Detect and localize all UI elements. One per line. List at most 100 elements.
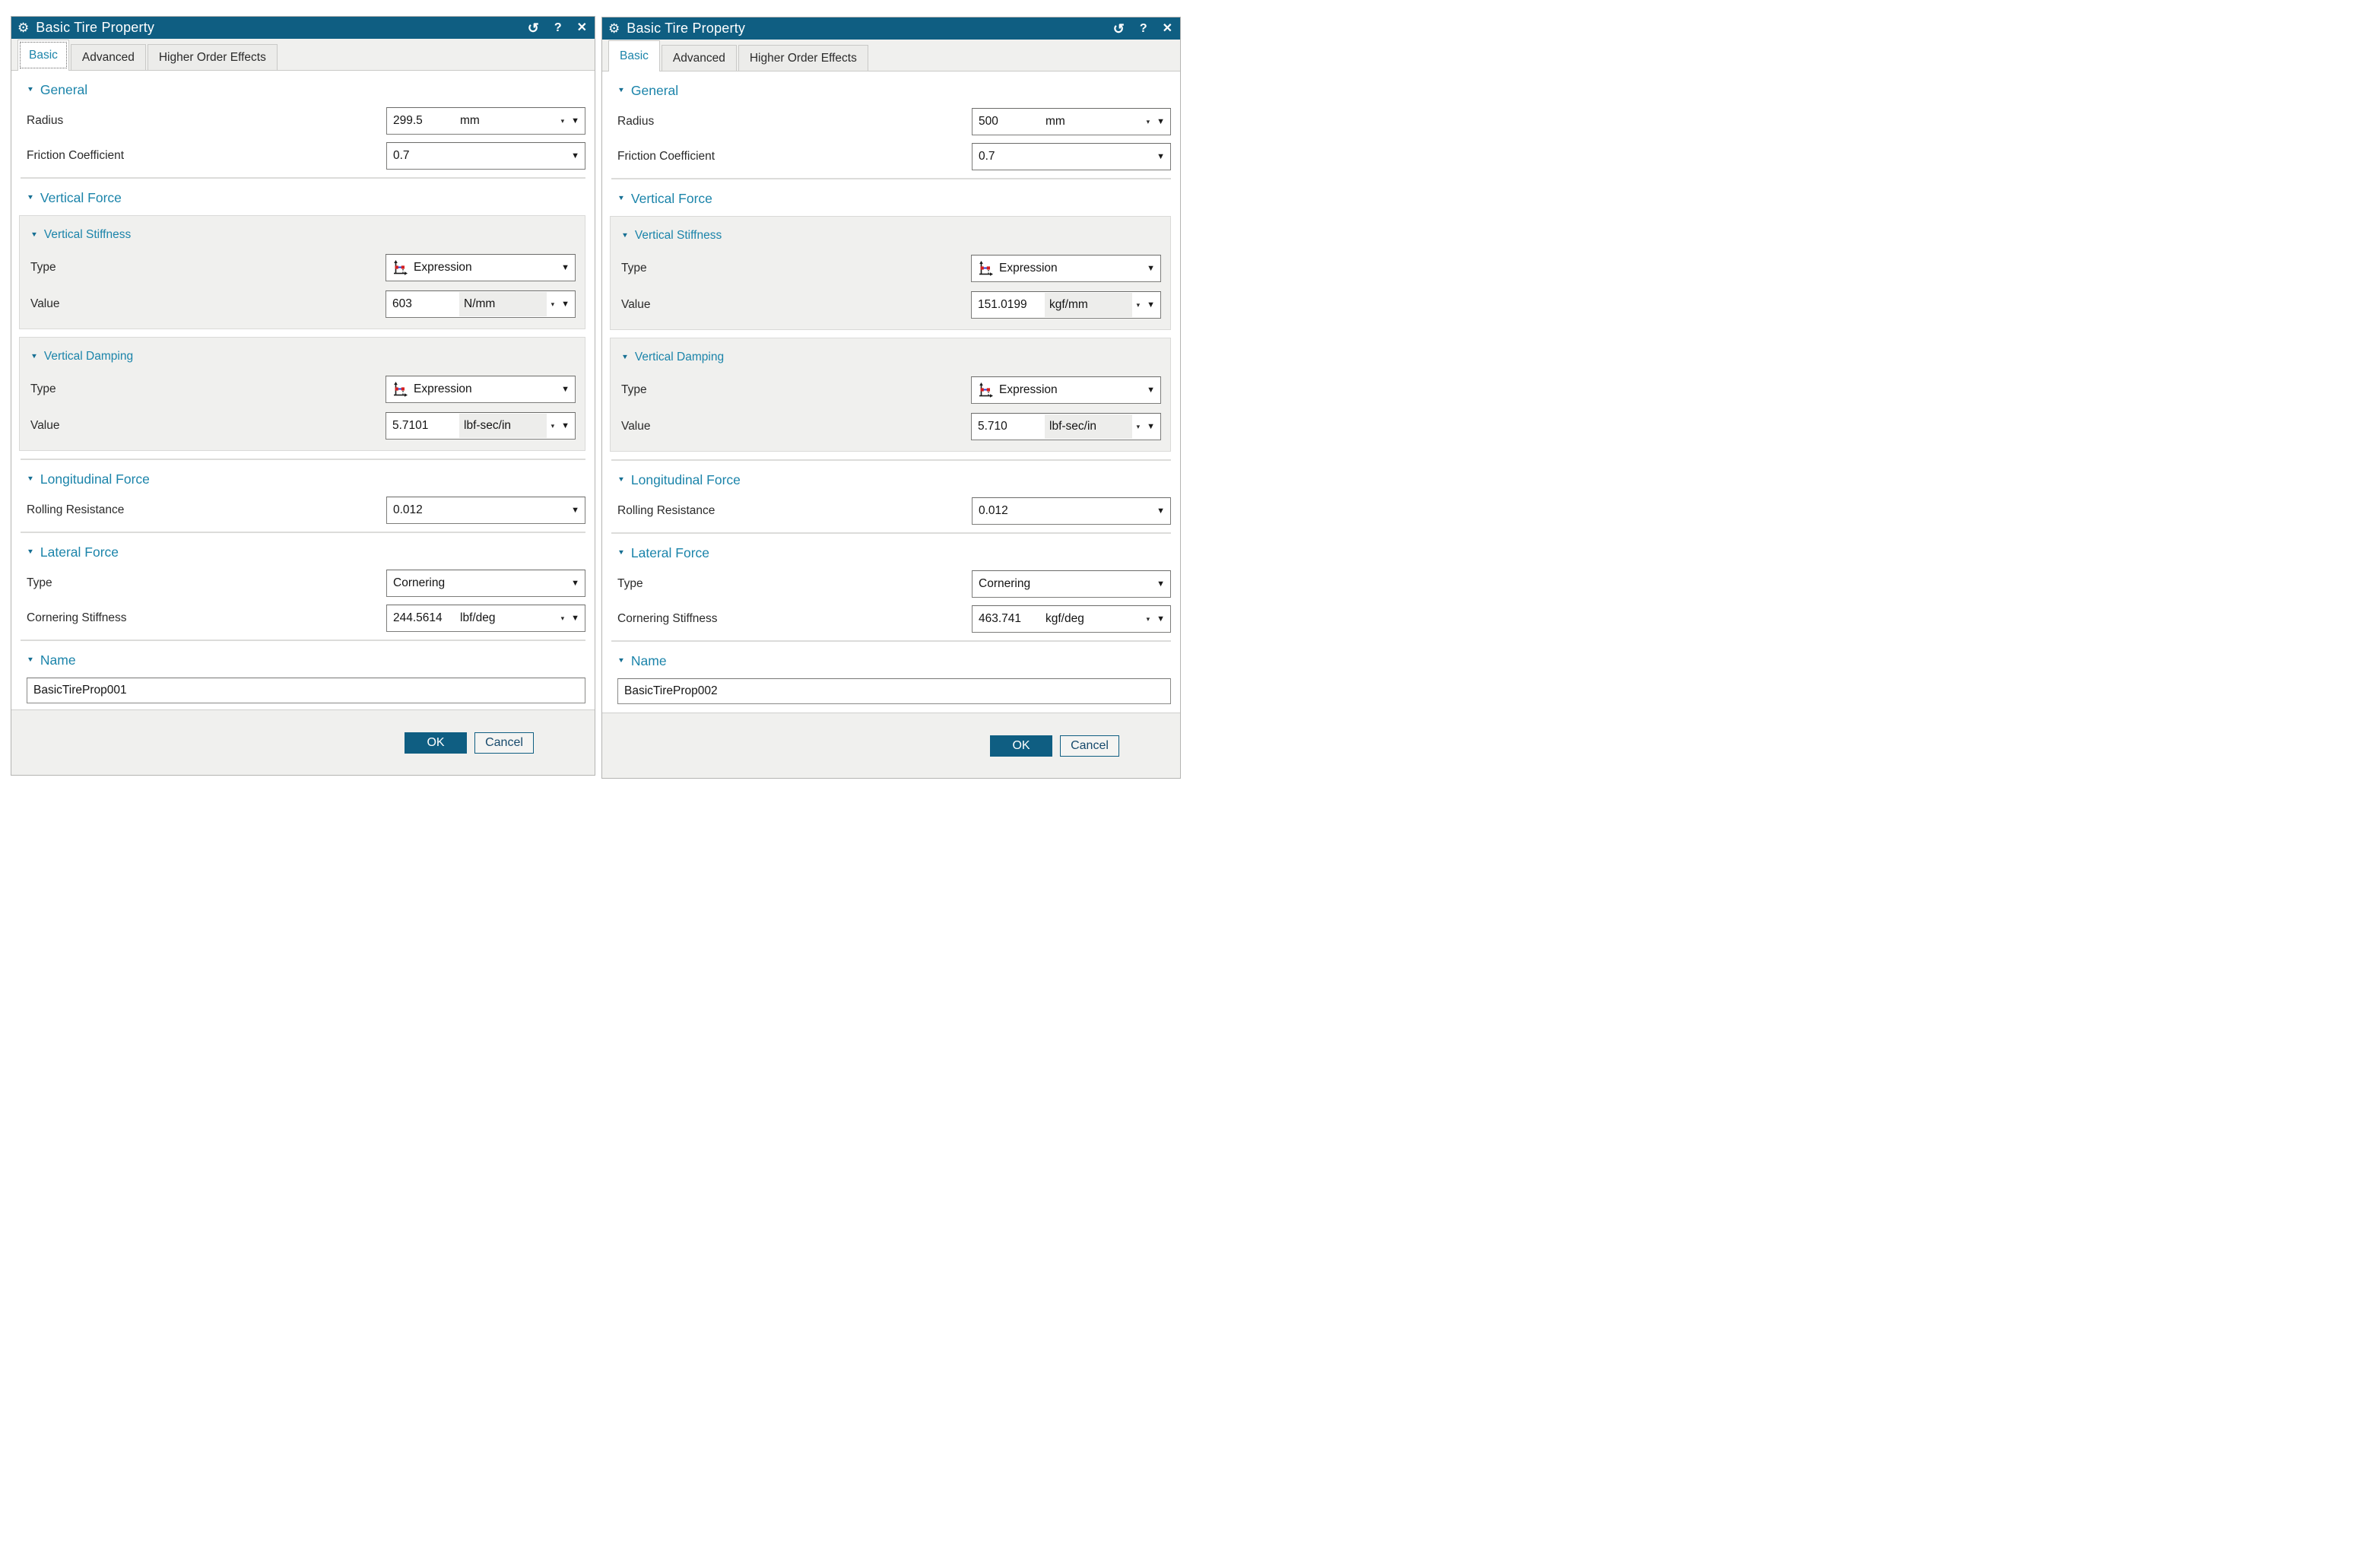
section-header-name[interactable]: ▼ Name <box>617 651 1171 671</box>
unit-dropdown-icon[interactable]: ▾ <box>560 116 565 125</box>
group-header-vertical-damping[interactable]: ▼ Vertical Damping <box>30 347 576 367</box>
dropdown-icon[interactable]: ▼ <box>571 116 579 125</box>
vs-value-field[interactable]: 151.0199 kgf/mm ▾ ▼ <box>971 291 1161 319</box>
dropdown-icon[interactable]: ▼ <box>1157 579 1165 589</box>
cancel-button[interactable]: Cancel <box>474 732 534 754</box>
section-header-general[interactable]: ▼ General <box>617 81 1171 100</box>
vs-unit: N/mm <box>459 292 547 316</box>
reset-icon[interactable]: ↺ <box>1112 21 1125 37</box>
section-header-general[interactable]: ▼ General <box>27 80 585 100</box>
tab-basic[interactable]: Basic <box>17 40 69 71</box>
radius-unit: mm <box>460 114 480 127</box>
basic-tire-property-dialog-2: ⚙ Basic Tire Property ↺ ? ✕ Basic Advanc… <box>601 17 1181 779</box>
vd-value-row: Value 5.7101 lbf-sec/in ▾ ▼ <box>30 412 576 440</box>
dropdown-icon[interactable]: ▼ <box>571 614 579 623</box>
group-header-vertical-stiffness[interactable]: ▼ Vertical Stiffness <box>30 225 576 245</box>
lateral-type-dropdown[interactable]: Cornering ▼ <box>386 570 585 597</box>
section-header-lateral-force[interactable]: ▼ Lateral Force <box>617 543 1171 563</box>
section-title: Longitudinal Force <box>40 471 150 487</box>
tab-basic[interactable]: Basic <box>608 40 660 71</box>
dropdown-icon[interactable]: ▼ <box>1157 117 1165 126</box>
dropdown-icon[interactable]: ▼ <box>1157 152 1165 161</box>
cancel-button[interactable]: Cancel <box>1060 735 1119 757</box>
dialog-titlebar[interactable]: ⚙ Basic Tire Property ↺ ? ✕ <box>11 17 595 39</box>
ok-button[interactable]: OK <box>990 735 1052 757</box>
vd-type-dropdown[interactable]: Expression ▼ <box>971 376 1161 404</box>
vs-value-field[interactable]: 603 N/mm ▾ ▼ <box>386 290 576 318</box>
tab-advanced[interactable]: Advanced <box>70 44 146 70</box>
lateral-type-dropdown[interactable]: Cornering ▼ <box>972 570 1171 598</box>
section-header-vertical-force[interactable]: ▼ Vertical Force <box>27 188 585 208</box>
section-header-longitudinal-force[interactable]: ▼ Longitudinal Force <box>617 470 1171 490</box>
unit-dropdown-icon[interactable]: ▾ <box>551 300 555 308</box>
radius-field[interactable]: 299.5 mm ▾ ▼ <box>386 107 585 135</box>
lateral-type-value: Cornering <box>393 576 446 589</box>
name-input[interactable] <box>617 678 1171 704</box>
unit-dropdown-icon[interactable]: ▾ <box>1136 422 1141 430</box>
section-header-lateral-force[interactable]: ▼ Lateral Force <box>27 542 585 562</box>
unit-dropdown-icon[interactable]: ▾ <box>1146 117 1150 125</box>
help-icon[interactable]: ? <box>1139 21 1147 35</box>
vs-value-row: Value 603 N/mm ▾ ▼ <box>30 290 576 318</box>
group-header-vertical-stiffness[interactable]: ▼ Vertical Stiffness <box>621 226 1161 246</box>
collapse-arrow-icon: ▼ <box>621 353 629 361</box>
friction-row: Friction Coefficient 0.7 ▼ <box>27 142 585 170</box>
dropdown-icon[interactable]: ▼ <box>1147 386 1155 395</box>
vd-value-field[interactable]: 5.710 lbf-sec/in ▾ ▼ <box>971 413 1161 440</box>
vs-type-dropdown[interactable]: Expression ▼ <box>971 255 1161 282</box>
section-header-vertical-force[interactable]: ▼ Vertical Force <box>617 189 1171 208</box>
unit-dropdown-icon[interactable]: ▾ <box>1146 614 1150 623</box>
section-title: Vertical Force <box>630 190 712 206</box>
dropdown-icon[interactable]: ▼ <box>571 579 579 588</box>
dialog-titlebar[interactable]: ⚙ Basic Tire Property ↺ ? ✕ <box>602 17 1180 40</box>
cornering-stiffness-unit: lbf/deg <box>460 611 496 624</box>
dropdown-icon[interactable]: ▼ <box>571 506 579 515</box>
dropdown-icon[interactable]: ▼ <box>1157 614 1165 624</box>
dropdown-icon[interactable]: ▼ <box>1147 422 1155 431</box>
vd-value-field[interactable]: 5.7101 lbf-sec/in ▾ ▼ <box>386 412 576 440</box>
dropdown-icon[interactable]: ▼ <box>1147 300 1155 309</box>
radius-value: 299.5 <box>393 114 423 127</box>
dropdown-icon[interactable]: ▼ <box>561 263 570 272</box>
tab-advanced[interactable]: Advanced <box>661 45 737 71</box>
rolling-resistance-field[interactable]: 0.012 ▼ <box>386 497 585 524</box>
section-separator <box>611 640 1171 642</box>
dropdown-icon[interactable]: ▼ <box>1157 506 1165 516</box>
friction-field[interactable]: 0.7 ▼ <box>386 142 585 170</box>
close-icon[interactable]: ✕ <box>576 21 587 34</box>
dropdown-icon[interactable]: ▼ <box>561 300 570 309</box>
cornering-stiffness-unit: kgf/deg <box>1045 612 1084 625</box>
dropdown-icon[interactable]: ▼ <box>1147 264 1155 273</box>
section-header-name[interactable]: ▼ Name <box>27 650 585 670</box>
unit-dropdown-icon[interactable]: ▾ <box>551 421 555 430</box>
name-input[interactable] <box>27 678 585 703</box>
friction-field[interactable]: 0.7 ▼ <box>972 143 1171 170</box>
vd-type-dropdown[interactable]: Expression ▼ <box>386 376 576 403</box>
tab-higher-order-effects[interactable]: Higher Order Effects <box>147 44 278 70</box>
group-header-vertical-damping[interactable]: ▼ Vertical Damping <box>621 348 1161 367</box>
section-separator <box>611 459 1171 461</box>
rolling-resistance-field[interactable]: 0.012 ▼ <box>972 497 1171 525</box>
cornering-stiffness-field[interactable]: 244.5614 lbf/deg ▾ ▼ <box>386 605 585 632</box>
tab-higher-order-effects[interactable]: Higher Order Effects <box>738 45 868 71</box>
lateral-type-value: Cornering <box>979 577 1031 590</box>
close-icon[interactable]: ✕ <box>1162 21 1172 35</box>
ok-button[interactable]: OK <box>405 732 467 754</box>
section-title: General <box>40 81 88 97</box>
help-icon[interactable]: ? <box>554 21 562 34</box>
unit-dropdown-icon[interactable]: ▾ <box>1136 300 1141 309</box>
type-label: Type <box>621 262 647 275</box>
unit-dropdown-icon[interactable]: ▾ <box>560 614 565 622</box>
reset-icon[interactable]: ↺ <box>527 20 539 36</box>
dropdown-icon[interactable]: ▼ <box>561 421 570 430</box>
vd-type-value: Expression <box>414 382 472 395</box>
value-label: Value <box>621 298 651 311</box>
cornering-stiffness-field[interactable]: 463.741 kgf/deg ▾ ▼ <box>972 605 1171 633</box>
cornering-stiffness-value: 244.5614 <box>393 611 443 624</box>
section-header-longitudinal-force[interactable]: ▼ Longitudinal Force <box>27 469 585 489</box>
radius-field[interactable]: 500 mm ▾ ▼ <box>972 108 1171 135</box>
dropdown-icon[interactable]: ▼ <box>561 385 570 394</box>
dropdown-icon[interactable]: ▼ <box>571 151 579 160</box>
collapse-arrow-icon: ▼ <box>27 655 34 664</box>
vs-type-dropdown[interactable]: Expression ▼ <box>386 254 576 281</box>
